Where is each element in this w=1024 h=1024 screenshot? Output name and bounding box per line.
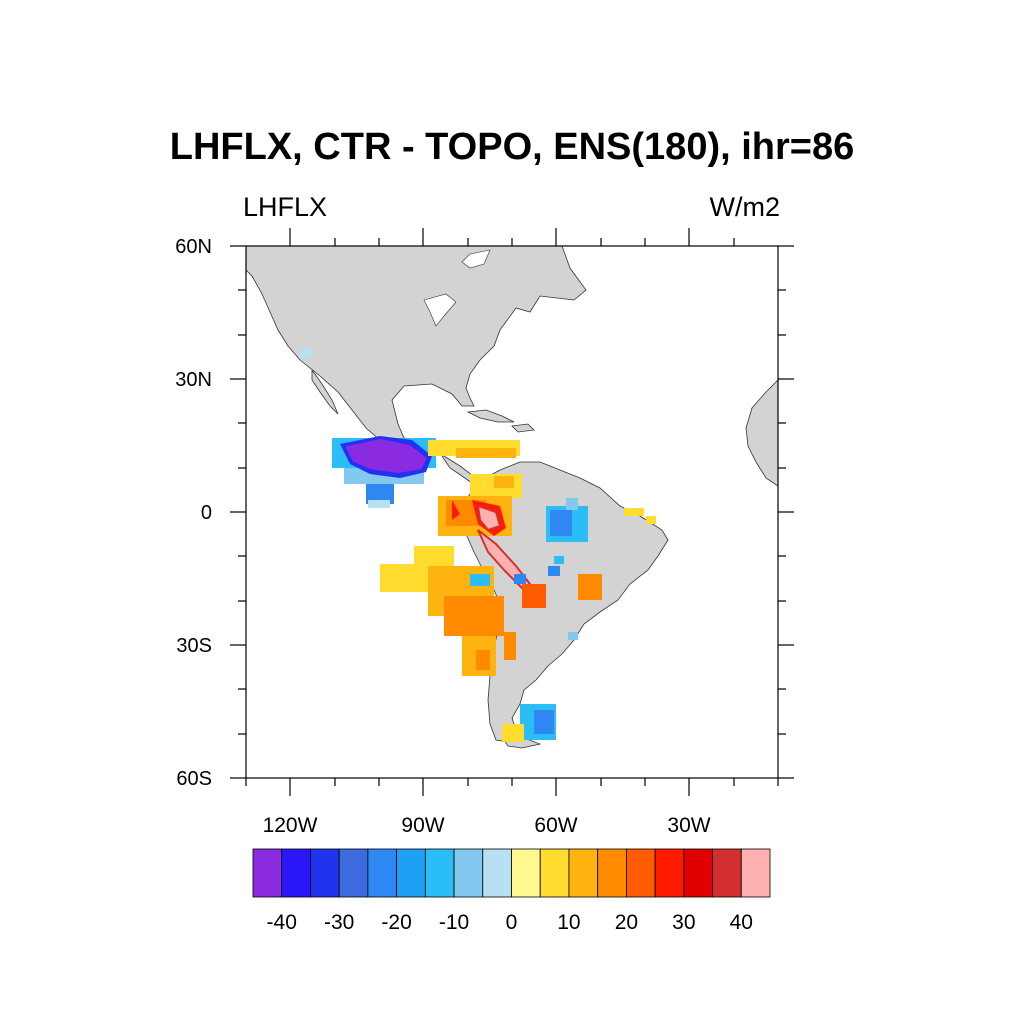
lat-ticks: [230, 245, 794, 779]
colorbar-label: -20: [381, 911, 411, 934]
map-content: [246, 246, 778, 749]
colorbar-swatch: [683, 848, 713, 898]
colorbar-swatch: [740, 848, 771, 898]
lon-label-30w: 30W: [667, 814, 710, 837]
colorbar-label: 30: [672, 911, 695, 934]
colorbar-swatch: [568, 848, 599, 898]
lat-label-30n: 30N: [175, 369, 212, 391]
colorbar: -40 -30 -20 -10 0 10 20 30 40: [252, 848, 771, 934]
colorbar-label: 0: [506, 911, 518, 934]
colorbar-label: 40: [730, 911, 753, 934]
colorbar-swatch: [539, 848, 570, 898]
colorbar-label: -30: [324, 911, 354, 934]
lat-label-eq: 0: [201, 502, 212, 524]
colorbar-label: 20: [615, 911, 638, 934]
colorbar-swatch: [597, 848, 627, 898]
colorbar-swatch: [396, 848, 426, 898]
colorbar-label: -40: [267, 911, 297, 934]
colorbar-swatch: [424, 848, 455, 898]
great-lakes: [423, 293, 457, 327]
plot-title: LHFLX, CTR - TOPO, ENS(180), ihr=86: [169, 126, 855, 168]
colorbar-swatch: [453, 848, 484, 898]
lon-label-60w: 60W: [534, 814, 577, 837]
lon-label-90w: 90W: [401, 814, 444, 837]
colorbar-label: 10: [557, 911, 580, 934]
colorbar-label: -10: [439, 911, 469, 934]
colorbar-swatch: [625, 848, 656, 898]
units-label: W/m2: [709, 192, 781, 222]
colorbar-swatch: [511, 848, 541, 898]
lon-label-120w: 120W: [263, 814, 318, 837]
colorbar-swatch: [310, 848, 340, 898]
colorbar-swatch: [281, 848, 311, 898]
hudson-bay: [461, 249, 491, 269]
africa-landmass: [745, 379, 778, 487]
colorbar-swatch: [367, 848, 398, 898]
colorbar-swatch: [252, 848, 283, 898]
lat-label-60n: 60N: [175, 236, 212, 258]
anomaly-field: [300, 348, 656, 742]
hispaniola-island: [511, 423, 535, 433]
lat-label-60s: 60S: [176, 768, 212, 790]
colorbar-swatch: [338, 848, 369, 898]
lon-ticks: [245, 228, 779, 796]
left-string: LHFLX: [243, 192, 328, 222]
cuba-island: [466, 409, 515, 423]
colorbar-swatch: [482, 848, 512, 898]
lat-label-30s: 30S: [176, 635, 212, 657]
colorbar-swatch: [654, 848, 685, 898]
colorbar-swatch: [712, 848, 742, 898]
baja-california: [311, 368, 339, 415]
